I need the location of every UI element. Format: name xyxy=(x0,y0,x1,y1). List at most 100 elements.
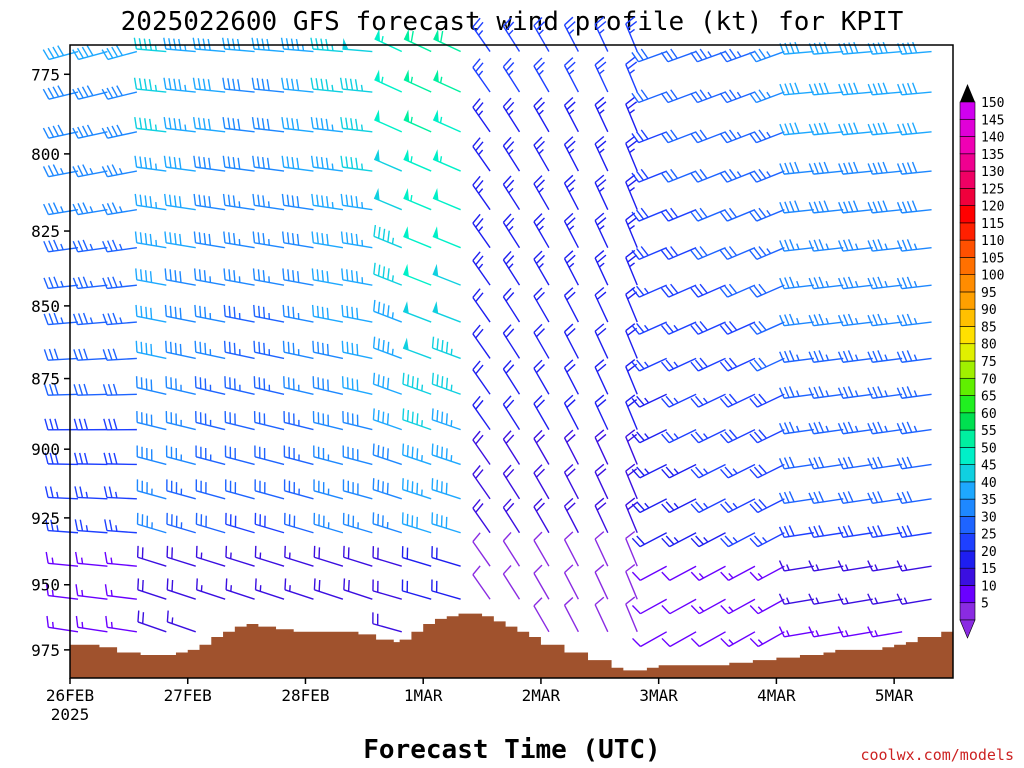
wind-barb xyxy=(594,286,609,323)
wind-barb xyxy=(837,421,873,435)
y-tick-label: 850 xyxy=(31,297,60,316)
colorbar-swatch xyxy=(959,429,976,448)
wind-barb xyxy=(101,164,137,178)
wind-barb xyxy=(502,531,521,567)
wind-barb xyxy=(431,372,461,395)
wind-barb xyxy=(533,16,550,52)
wind-barb xyxy=(342,479,373,500)
x-tick-label: 26FEB xyxy=(46,686,94,705)
wind-barb xyxy=(313,545,344,567)
wind-barb xyxy=(661,498,697,514)
wind-barb xyxy=(779,200,814,214)
wind-barb xyxy=(403,187,432,211)
wind-barb xyxy=(343,578,373,600)
wind-barb xyxy=(778,626,814,638)
wind-barb xyxy=(867,386,903,399)
wind-barb xyxy=(625,429,638,465)
wind-barb xyxy=(44,452,79,466)
wind-barb xyxy=(251,117,285,133)
wind-barb xyxy=(661,428,697,444)
wind-barb xyxy=(136,445,167,466)
wind-barb xyxy=(402,337,432,360)
wind-barb xyxy=(431,336,461,360)
y-tick-label: 775 xyxy=(31,65,60,84)
wind-barb xyxy=(283,376,314,395)
wind-barb xyxy=(749,428,785,444)
wind-barb xyxy=(374,69,403,93)
wind-barb xyxy=(661,393,697,408)
wind-barb xyxy=(661,565,697,582)
wind-barb xyxy=(431,408,461,431)
wind-barb xyxy=(472,465,491,500)
colorbar-swatch xyxy=(959,101,976,120)
x-tick-label: 4MAR xyxy=(757,686,796,705)
wind-barb xyxy=(194,376,226,395)
wind-barb xyxy=(372,512,402,534)
wind-barb xyxy=(631,168,667,183)
wind-barb xyxy=(749,357,785,372)
wind-barb xyxy=(720,565,756,582)
colorbar-swatch xyxy=(959,205,976,224)
wind-barb xyxy=(166,545,196,567)
colorbar-swatch xyxy=(959,464,976,483)
wind-barb xyxy=(563,497,579,534)
wind-barb xyxy=(631,129,667,144)
wind-barb xyxy=(222,193,255,211)
wind-barb xyxy=(502,360,521,395)
wind-barb xyxy=(631,565,667,582)
wind-barb xyxy=(73,348,108,361)
wind-barb xyxy=(225,479,255,500)
colorbar-label: 15 xyxy=(981,562,997,577)
wind-barb xyxy=(311,268,344,286)
wind-barb xyxy=(719,129,756,144)
colorbar-swatch xyxy=(959,395,976,414)
wind-barb xyxy=(563,463,579,500)
wind-barb xyxy=(101,202,137,216)
wind-barb xyxy=(281,231,314,249)
wind-barb xyxy=(72,276,108,290)
wind-barb xyxy=(631,321,667,335)
wind-barb xyxy=(719,463,756,479)
wind-barb xyxy=(778,560,814,572)
wind-barb xyxy=(134,117,167,133)
wind-barb xyxy=(281,155,314,172)
colorbar-label: 40 xyxy=(981,476,997,491)
wind-barb xyxy=(690,207,726,222)
x-axis-label: Forecast Time (UTC) xyxy=(363,735,660,765)
wind-barb xyxy=(533,597,550,633)
wind-barb xyxy=(533,175,550,211)
wind-barb xyxy=(42,164,79,178)
wind-barb xyxy=(401,546,432,567)
colorbar-swatch xyxy=(959,274,976,293)
wind-barb xyxy=(808,525,844,539)
wind-barb xyxy=(749,631,785,648)
wind-barb xyxy=(808,421,844,435)
wind-barb xyxy=(563,287,579,323)
wind-barb xyxy=(867,276,903,290)
wind-barb xyxy=(372,408,402,431)
wind-barb xyxy=(45,584,79,600)
wind-barb xyxy=(284,578,314,600)
wind-barb xyxy=(661,598,697,615)
wind-barb xyxy=(73,418,108,431)
wind-barb xyxy=(502,136,521,172)
wind-barb xyxy=(311,193,344,211)
wind-barb xyxy=(340,193,373,211)
wind-barb xyxy=(222,77,255,93)
wind-barb xyxy=(193,155,226,172)
wind-barb xyxy=(341,376,373,395)
wind-barb xyxy=(193,193,226,211)
wind-barb xyxy=(719,283,756,298)
wind-barb xyxy=(896,386,932,399)
wind-barb xyxy=(222,155,255,172)
wind-barb xyxy=(43,276,79,290)
wind-barb xyxy=(166,610,196,633)
wind-barb xyxy=(193,231,226,249)
wind-barb xyxy=(373,187,403,211)
colorbar-swatch xyxy=(959,567,976,586)
wind-barb xyxy=(690,631,726,648)
wind-barb xyxy=(223,340,255,360)
wind-barb xyxy=(224,445,255,466)
wind-barb xyxy=(837,525,873,539)
wind-barb xyxy=(102,383,137,396)
